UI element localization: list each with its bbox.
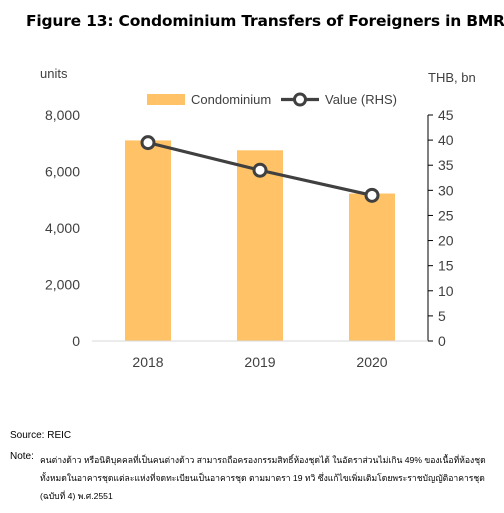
chart-title: Figure 13: Condominium Transfers of Fore… bbox=[26, 12, 504, 30]
note-text: คนต่างด้าว หรือนิติบุคคลที่เป็นคนต่างด้า… bbox=[40, 455, 486, 501]
value-point-2020 bbox=[364, 187, 380, 203]
right-axis: 0 5 10 15 20 25 30 35 40 45 bbox=[427, 107, 454, 349]
left-axis-unit: units bbox=[40, 66, 68, 81]
bar-series bbox=[125, 140, 395, 341]
right-tick-label: 0 bbox=[438, 333, 446, 349]
left-tick-label: 2,000 bbox=[45, 277, 80, 293]
left-tick-label: 0 bbox=[72, 333, 80, 349]
left-tick-label: 6,000 bbox=[45, 164, 80, 180]
legend-swatch-condominium bbox=[147, 94, 185, 105]
right-tick-label: 10 bbox=[438, 283, 454, 299]
chart-area: 0 2,000 4,000 6,000 8,000 0 5 10 15 20 25 30 35 40 45… bbox=[45, 92, 454, 370]
right-tick-label: 40 bbox=[438, 132, 454, 148]
left-tick-label: 8,000 bbox=[45, 107, 80, 123]
condominium-bar-2020 bbox=[349, 193, 395, 341]
line-series bbox=[140, 135, 380, 203]
right-tick-label: 5 bbox=[438, 308, 446, 324]
legend-label-value: Value (RHS) bbox=[325, 92, 397, 107]
right-axis-unit: THB, bn bbox=[428, 70, 476, 85]
x-tick-label: 2018 bbox=[132, 354, 163, 370]
source-note: Source: REIC bbox=[10, 430, 72, 441]
left-axis: 0 2,000 4,000 6,000 8,000 bbox=[45, 107, 80, 349]
legend-label-condominium: Condominium bbox=[191, 92, 271, 107]
left-tick-label: 4,000 bbox=[45, 220, 80, 236]
legend: Condominium Value (RHS) bbox=[147, 92, 397, 107]
condominium-bar-2019 bbox=[237, 150, 283, 341]
right-tick-label: 35 bbox=[438, 157, 454, 173]
right-tick-label: 30 bbox=[438, 182, 454, 198]
x-tick-label: 2020 bbox=[356, 354, 387, 370]
condominium-bar-2018 bbox=[125, 140, 171, 341]
x-axis-labels: 2018 2019 2020 bbox=[132, 354, 387, 370]
value-point-2019 bbox=[252, 162, 268, 178]
note-label: Note: bbox=[10, 451, 34, 462]
right-tick-label: 15 bbox=[438, 258, 454, 274]
x-tick-label: 2019 bbox=[244, 354, 275, 370]
value-point-2018 bbox=[140, 135, 156, 151]
legend-swatch-marker bbox=[293, 92, 307, 107]
right-tick-label: 25 bbox=[438, 207, 454, 223]
right-tick-label: 20 bbox=[438, 233, 454, 249]
right-tick-label: 45 bbox=[438, 107, 454, 123]
